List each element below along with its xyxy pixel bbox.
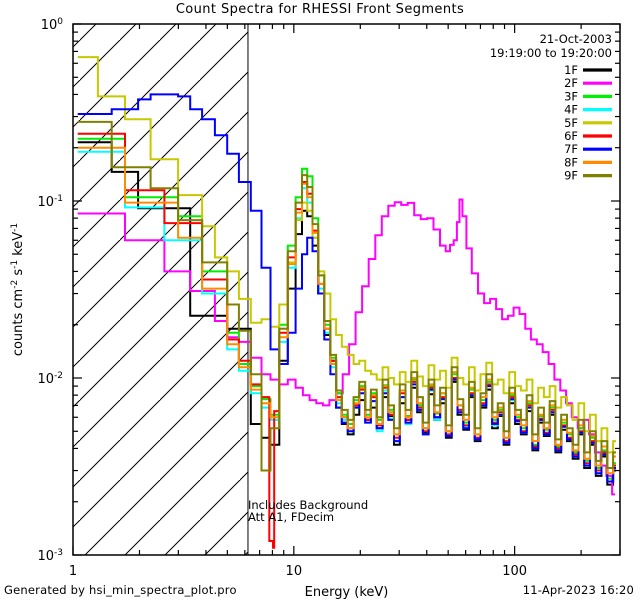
- legend-item-3f[interactable]: 3F: [564, 89, 612, 103]
- legend-item-5f[interactable]: 5F: [564, 116, 612, 130]
- x-tick-label: 1: [69, 564, 77, 579]
- axis-ticks: [72, 23, 621, 556]
- page-title: Count Spectra for RHESSI Front Segments: [175, 2, 465, 17]
- y-tick-labels: 100 10-1 10-2 10-3: [37, 17, 63, 564]
- series-line-2f: [77, 198, 616, 496]
- legend-item-7f[interactable]: 7F: [564, 142, 612, 156]
- x-tick-labels: 1 10 100: [69, 564, 527, 579]
- legend-label-1f: 1F: [564, 63, 578, 77]
- footer-generator: Generated by hsi_min_spectra_plot.pro: [4, 583, 237, 597]
- y-tick-label: 10-1: [37, 194, 63, 210]
- legend-item-6f[interactable]: 6F: [564, 129, 612, 143]
- legend-item-4f[interactable]: 4F: [564, 103, 612, 117]
- x-axis-label: Energy (keV): [305, 585, 389, 600]
- legend-label-8f: 8F: [564, 155, 578, 169]
- series-line-9f: [77, 120, 616, 472]
- legend-label-7f: 7F: [564, 142, 578, 156]
- annotation-1: Att A1, FDecim: [248, 510, 334, 524]
- y-tick-label: 10-2: [37, 371, 63, 387]
- series-group: [77, 56, 616, 549]
- legend-item-1f[interactable]: 1F: [564, 63, 612, 77]
- annotation-0: Includes Background: [248, 498, 368, 512]
- legend-item-9f[interactable]: 9F: [564, 169, 612, 183]
- legend-item-2f[interactable]: 2F: [564, 76, 612, 90]
- legend-label-9f: 9F: [564, 169, 578, 183]
- header-date: 21-Oct-2003: [540, 32, 612, 46]
- legend-label-4f: 4F: [564, 103, 578, 117]
- series-line-7f: [77, 93, 616, 483]
- legend-label-2f: 2F: [564, 76, 578, 90]
- plot-frame: [72, 23, 621, 556]
- legend-item-8f[interactable]: 8F: [564, 155, 612, 169]
- legend-label-6f: 6F: [564, 129, 578, 143]
- legend-label-5f: 5F: [564, 116, 578, 130]
- x-tick-label: 100: [502, 564, 527, 579]
- y-tick-label: 100: [41, 17, 64, 33]
- y-tick-label: 10-3: [37, 548, 63, 564]
- header-time-range: 19:19:00 to 19:20:00: [490, 46, 612, 60]
- x-tick-label: 10: [286, 564, 303, 579]
- y-axis-label: counts cm-2 s-1 keV-1: [10, 223, 26, 356]
- footer-timestamp: 11-Apr-2023 16:20: [522, 583, 634, 597]
- legend-label-3f: 3F: [564, 89, 578, 103]
